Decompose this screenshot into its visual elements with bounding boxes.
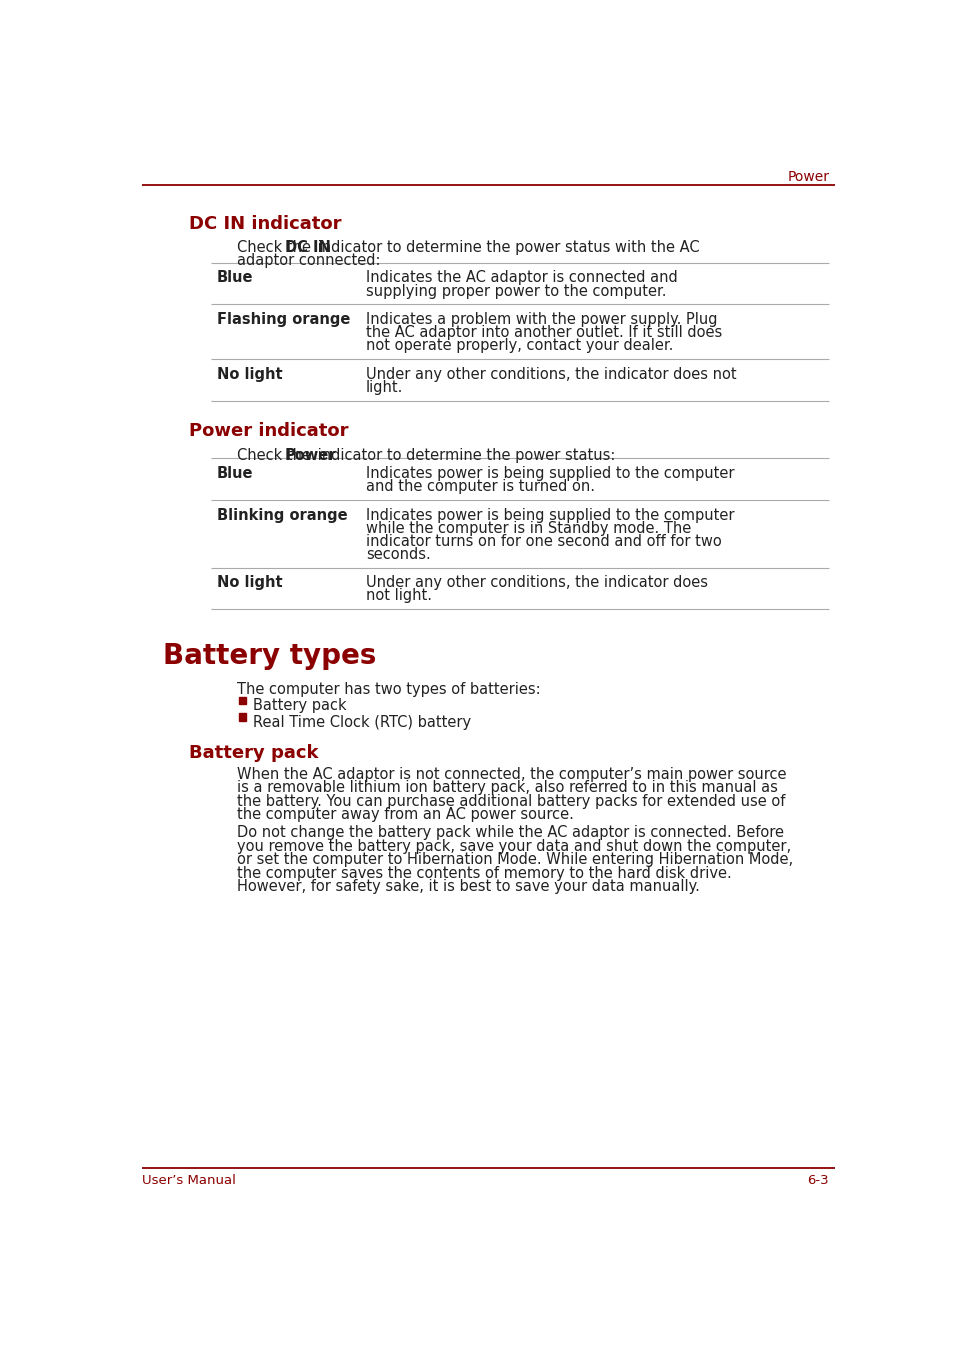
Text: 6-3: 6-3 (806, 1174, 828, 1187)
Text: Blue: Blue (216, 270, 253, 285)
Text: Blinking orange: Blinking orange (216, 507, 347, 523)
Text: Check the: Check the (236, 241, 315, 256)
Text: DC IN indicator: DC IN indicator (189, 215, 341, 233)
Text: while the computer is in Standby mode. The: while the computer is in Standby mode. T… (365, 521, 690, 535)
Text: Power: Power (284, 448, 335, 462)
Text: Power: Power (786, 170, 828, 184)
Text: No light: No light (216, 576, 282, 591)
Text: not operate properly, contact your dealer.: not operate properly, contact your deale… (365, 338, 673, 353)
Text: Battery types: Battery types (163, 642, 376, 669)
Text: Check the: Check the (236, 448, 315, 462)
Text: Do not change the battery pack while the AC adaptor is connected. Before: Do not change the battery pack while the… (236, 825, 783, 840)
Text: you remove the battery pack, save your data and shut down the computer,: you remove the battery pack, save your d… (236, 838, 790, 853)
Text: When the AC adaptor is not connected, the computer’s main power source: When the AC adaptor is not connected, th… (236, 767, 785, 781)
Text: the computer away from an AC power source.: the computer away from an AC power sourc… (236, 807, 574, 822)
Text: light.: light. (365, 380, 403, 395)
Text: adaptor connected:: adaptor connected: (236, 253, 380, 269)
Text: However, for safety sake, it is best to save your data manually.: However, for safety sake, it is best to … (236, 879, 700, 894)
Text: Indicates a problem with the power supply. Plug: Indicates a problem with the power suppl… (365, 312, 717, 327)
Bar (238, 713, 246, 721)
Text: supplying proper power to the computer.: supplying proper power to the computer. (365, 284, 665, 299)
Text: indicator to determine the power status with the AC: indicator to determine the power status … (313, 241, 699, 256)
Text: No light: No light (216, 366, 282, 381)
Text: Battery pack: Battery pack (189, 744, 318, 761)
Text: indicator to determine the power status:: indicator to determine the power status: (313, 448, 615, 462)
Text: Blue: Blue (216, 466, 253, 481)
Text: DC IN: DC IN (284, 241, 331, 256)
Text: indicator turns on for one second and off for two: indicator turns on for one second and of… (365, 534, 720, 549)
Text: Indicates power is being supplied to the computer: Indicates power is being supplied to the… (365, 466, 734, 481)
Text: the battery. You can purchase additional battery packs for extended use of: the battery. You can purchase additional… (236, 794, 784, 808)
Text: The computer has two types of batteries:: The computer has two types of batteries: (236, 681, 540, 696)
Text: Indicates power is being supplied to the computer: Indicates power is being supplied to the… (365, 507, 734, 523)
Text: seconds.: seconds. (365, 546, 430, 562)
Text: not light.: not light. (365, 588, 432, 603)
Text: Under any other conditions, the indicator does: Under any other conditions, the indicato… (365, 576, 707, 591)
Bar (238, 696, 246, 704)
Text: the AC adaptor into another outlet. If it still does: the AC adaptor into another outlet. If i… (365, 324, 721, 341)
Text: Power indicator: Power indicator (189, 422, 348, 441)
Text: User’s Manual: User’s Manual (142, 1174, 236, 1187)
Text: Real Time Clock (RTC) battery: Real Time Clock (RTC) battery (253, 715, 470, 730)
Text: Flashing orange: Flashing orange (216, 312, 350, 327)
Text: the computer saves the contents of memory to the hard disk drive.: the computer saves the contents of memor… (236, 865, 731, 880)
Text: or set the computer to Hibernation Mode. While entering Hibernation Mode,: or set the computer to Hibernation Mode.… (236, 852, 792, 867)
Text: Indicates the AC adaptor is connected and: Indicates the AC adaptor is connected an… (365, 270, 677, 285)
Text: and the computer is turned on.: and the computer is turned on. (365, 479, 594, 493)
Text: Battery pack: Battery pack (253, 698, 346, 713)
Text: Under any other conditions, the indicator does not: Under any other conditions, the indicato… (365, 366, 736, 381)
Text: is a removable lithium ion battery pack, also referred to in this manual as: is a removable lithium ion battery pack,… (236, 780, 777, 795)
